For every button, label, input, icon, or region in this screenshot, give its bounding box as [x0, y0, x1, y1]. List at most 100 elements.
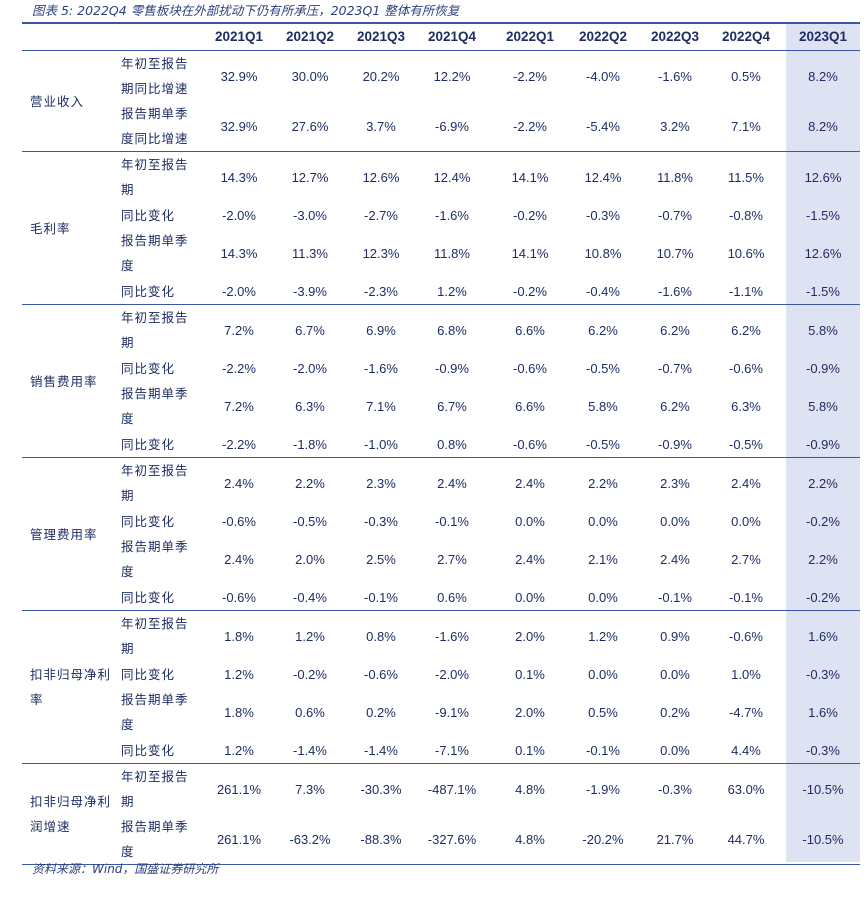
table-cell: 63.0% [727, 781, 765, 797]
table-cell: 1.2% [295, 628, 325, 644]
table-cell: -0.1% [435, 513, 469, 529]
row-label: 报告期单季度 [121, 233, 189, 273]
table-cell: 0.0% [660, 513, 690, 529]
row-label: 报告期单季度 [121, 692, 189, 732]
table-cell: 2.4% [660, 551, 690, 567]
table-cell: 4.8% [515, 831, 545, 847]
table-cell: -30.3% [360, 781, 402, 797]
table-cell: 0.2% [366, 704, 396, 720]
table-cell: 2.4% [515, 551, 545, 567]
table-cell: -0.3% [364, 513, 398, 529]
table-cell: 0.1% [515, 742, 545, 758]
table-cell: 5.8% [588, 398, 618, 414]
group-divider [22, 610, 860, 611]
table-cell: -0.6% [513, 360, 547, 376]
table-cell: -0.6% [729, 360, 763, 376]
table-cell: -0.9% [658, 436, 692, 452]
table-cell: 7.1% [731, 118, 761, 134]
row-label: 报告期单季度 [121, 386, 189, 426]
table-cell: 10.8% [584, 245, 622, 261]
table-cell: 30.0% [291, 68, 329, 84]
table-cell: -0.6% [513, 436, 547, 452]
group-divider [22, 763, 860, 764]
row-label: 同比变化 [121, 436, 176, 452]
group-divider [22, 864, 860, 865]
table-cell: 2.1% [588, 551, 618, 567]
table-cell: 1.6% [808, 704, 838, 720]
table-cell: 6.8% [437, 322, 467, 338]
table-cell: 0.6% [295, 704, 325, 720]
row-label: 年初至报告期 [121, 769, 189, 809]
table-cell: 2.7% [731, 551, 761, 567]
table-cell: 6.6% [515, 398, 545, 414]
table-cell: -0.7% [658, 360, 692, 376]
table-cell: 1.8% [224, 704, 254, 720]
table-top-rule [22, 22, 860, 24]
table-cell: -1.4% [293, 742, 327, 758]
row-label: 同比变化 [121, 666, 176, 682]
table-cell: 10.7% [656, 245, 694, 261]
table-cell: 7.1% [366, 398, 396, 414]
table-cell: 14.1% [511, 245, 549, 261]
table-cell: 32.9% [220, 118, 258, 134]
table-cell: 1.6% [808, 628, 838, 644]
row-label: 同比变化 [121, 207, 176, 223]
table-cell: 8.2% [808, 118, 838, 134]
table-cell: 27.6% [291, 118, 329, 134]
table-cell: -2.0% [293, 360, 327, 376]
group-label: 扣非归母净利润增速 [30, 794, 112, 834]
group-label: 销售费用率 [30, 373, 98, 389]
row-label: 同比变化 [121, 742, 176, 758]
table-cell: 32.9% [220, 68, 258, 84]
row-label: 年初至报告期同比增速 [121, 56, 189, 96]
table-cell: 2.4% [224, 475, 254, 491]
table-cell: -1.6% [435, 207, 469, 223]
table-cell: -0.3% [806, 742, 840, 758]
group-label: 扣非归母净利率 [30, 667, 112, 707]
table-cell: 6.3% [731, 398, 761, 414]
table-cell: -0.7% [658, 207, 692, 223]
table-cell: 2.0% [515, 704, 545, 720]
table-cell: 14.3% [220, 245, 258, 261]
table-cell: 7.2% [224, 322, 254, 338]
table-cell: 12.6% [804, 169, 842, 185]
highlight-column-2023q1 [786, 24, 860, 862]
table-cell: -0.5% [586, 436, 620, 452]
table-cell: 0.0% [660, 742, 690, 758]
table-cell: 12.4% [433, 169, 471, 185]
group-label: 毛利率 [30, 220, 71, 236]
table-cell: 0.1% [515, 666, 545, 682]
table-cell: 6.7% [295, 322, 325, 338]
table-cell: -63.2% [289, 831, 331, 847]
table-cell: -0.5% [586, 360, 620, 376]
table-cell: -7.1% [435, 742, 469, 758]
row-label: 年初至报告期 [121, 463, 189, 503]
table-cell: 1.0% [731, 666, 761, 682]
table-cell: -0.1% [364, 589, 398, 605]
table-cell: 0.0% [515, 513, 545, 529]
group-divider [22, 457, 860, 458]
table-cell: -0.6% [222, 589, 256, 605]
row-label: 同比变化 [121, 513, 176, 529]
table-cell: -0.2% [806, 589, 840, 605]
table-cell: -0.3% [586, 207, 620, 223]
table-cell: -2.7% [364, 207, 398, 223]
source-note: 资料来源：Wind，国盛证券研究所 [32, 862, 219, 876]
table-cell: -2.2% [513, 68, 547, 84]
table-cell: -487.1% [427, 781, 477, 797]
row-label: 同比变化 [121, 283, 176, 299]
table-cell: -1.6% [364, 360, 398, 376]
table-cell: 8.2% [808, 68, 838, 84]
table-cell: 11.8% [434, 245, 470, 261]
table-cell: -10.5% [802, 831, 844, 847]
table-cell: -88.3% [360, 831, 402, 847]
table-cell: -1.0% [364, 436, 398, 452]
table-cell: -1.4% [364, 742, 398, 758]
table-cell: -0.2% [806, 513, 840, 529]
table-cell: -0.1% [586, 742, 620, 758]
table-cell: -20.2% [582, 831, 624, 847]
table-cell: 0.0% [660, 666, 690, 682]
table-cell: -1.6% [658, 68, 692, 84]
table-cell: -0.8% [729, 207, 763, 223]
table-cell: 6.2% [731, 322, 761, 338]
